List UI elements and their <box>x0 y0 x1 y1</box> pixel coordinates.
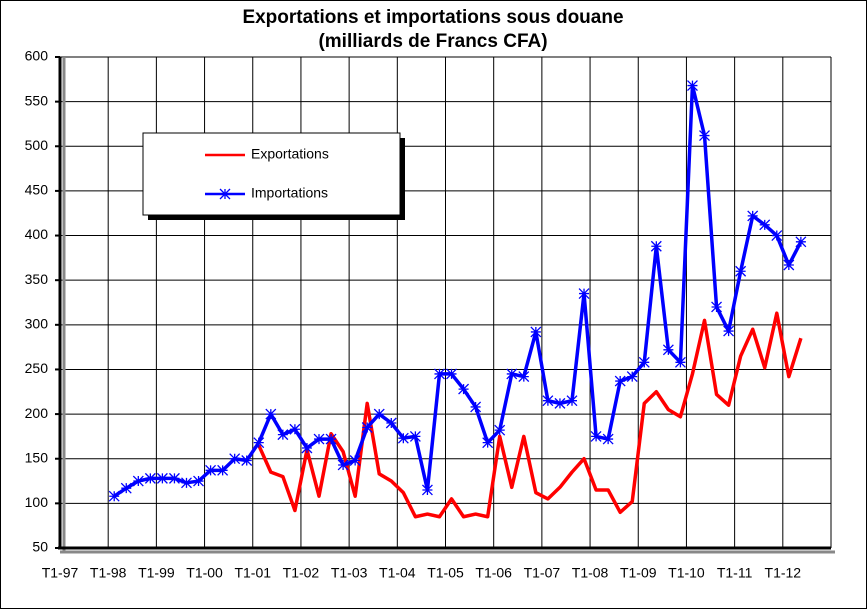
point-marker <box>434 368 445 380</box>
y-tick-label: 100 <box>25 494 49 510</box>
point-marker <box>638 356 650 368</box>
point-marker <box>687 80 698 92</box>
point-marker <box>349 455 361 466</box>
point-marker <box>108 490 120 502</box>
point-marker <box>205 464 217 476</box>
point-marker <box>602 433 614 445</box>
point-marker <box>614 375 626 387</box>
x-tick-label: T1-08 <box>572 565 609 581</box>
y-tick-label: 300 <box>25 316 49 332</box>
point-marker <box>662 344 674 356</box>
x-tick-label: T1-04 <box>379 565 416 581</box>
series-line <box>257 311 803 519</box>
point-marker <box>421 484 433 496</box>
point-marker <box>530 326 542 338</box>
point-marker <box>301 442 313 454</box>
point-marker <box>361 422 373 433</box>
point-marker <box>759 219 771 231</box>
point-marker <box>385 417 397 429</box>
point-marker <box>674 356 686 368</box>
y-tick-label: 600 <box>25 48 49 64</box>
point-marker <box>699 130 710 142</box>
y-tick-label: 250 <box>25 360 49 376</box>
point-marker <box>193 475 204 487</box>
y-tick-label: 500 <box>25 137 49 153</box>
y-tick-label: 50 <box>32 539 48 555</box>
x-tick-label: T1-99 <box>138 565 175 581</box>
chart-subtitle: (milliards de Francs CFA) <box>318 31 547 52</box>
y-tick-label: 350 <box>25 271 49 287</box>
x-tick-label: T1-00 <box>186 565 223 581</box>
y-tick-label: 400 <box>25 226 49 242</box>
chart-title: Exportations et importations sous douane <box>242 7 623 28</box>
point-marker <box>711 301 723 313</box>
point-marker <box>458 383 470 395</box>
point-marker <box>554 397 566 409</box>
point-marker <box>747 210 759 222</box>
point-marker <box>132 475 144 487</box>
point-marker <box>735 265 747 277</box>
point-marker <box>578 288 590 300</box>
point-marker <box>168 472 180 484</box>
point-marker <box>566 395 578 407</box>
point-marker <box>241 455 253 466</box>
point-marker <box>289 423 301 435</box>
point-marker <box>277 429 289 441</box>
x-tick-label: T1-06 <box>475 565 512 581</box>
point-marker <box>482 437 494 449</box>
point-marker <box>325 433 337 445</box>
x-tick-label: T1-02 <box>283 565 320 581</box>
point-marker <box>650 240 662 252</box>
point-marker <box>120 482 132 494</box>
point-marker <box>626 371 638 383</box>
point-marker <box>181 477 192 489</box>
point-marker <box>217 464 229 476</box>
point-marker <box>397 432 409 444</box>
y-tick-label: 150 <box>25 449 49 465</box>
series-line <box>113 83 803 498</box>
legend <box>142 132 401 216</box>
x-tick-label: T1-03 <box>331 565 368 581</box>
point-marker <box>229 453 241 465</box>
point-marker <box>783 259 795 271</box>
x-tick-label: T1-05 <box>427 565 464 581</box>
x-tick-label: T1-11 <box>717 565 753 581</box>
point-marker <box>470 401 482 413</box>
x-tick-label: T1-10 <box>668 565 705 581</box>
x-tick-label: T1-97 <box>42 565 79 581</box>
point-marker <box>590 430 602 442</box>
x-tick-label: T1-01 <box>234 565 271 581</box>
point-marker <box>253 437 265 449</box>
point-marker <box>494 424 506 436</box>
point-marker <box>795 236 807 248</box>
point-marker <box>313 433 325 445</box>
point-marker <box>265 408 277 420</box>
x-tick-label: T1-98 <box>90 565 127 581</box>
point-marker <box>156 472 168 484</box>
x-tick-label: T1-07 <box>524 565 561 581</box>
point-marker <box>771 230 783 242</box>
x-tick-label: T1-09 <box>620 565 657 581</box>
point-marker <box>446 368 457 380</box>
point-marker <box>409 430 421 442</box>
point-marker <box>373 408 385 420</box>
y-tick-label: 550 <box>25 92 49 108</box>
point-marker <box>506 368 518 380</box>
point-marker <box>542 395 554 407</box>
legend-marker <box>219 188 231 200</box>
point-marker <box>518 371 530 383</box>
legend-label: Exportations <box>251 146 329 162</box>
point-marker <box>337 459 349 471</box>
point-marker <box>723 325 735 337</box>
y-tick-label: 200 <box>25 405 49 421</box>
point-marker <box>144 472 156 484</box>
x-tick-label: T1-12 <box>765 565 802 581</box>
legend-label: Importations <box>251 185 328 201</box>
y-tick-label: 450 <box>25 182 49 198</box>
